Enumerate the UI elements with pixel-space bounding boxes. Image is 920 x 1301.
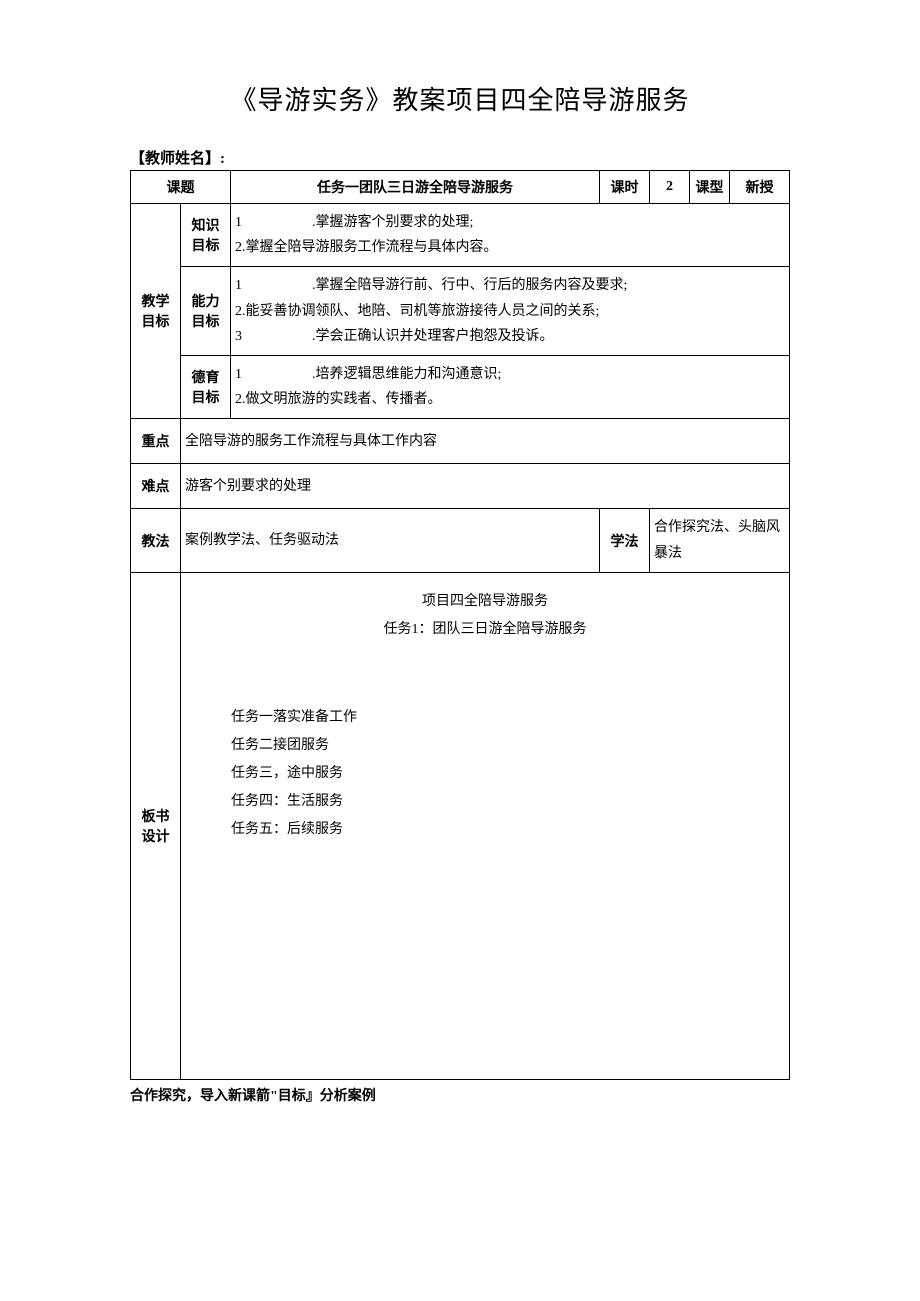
document-title: 《导游实务》教案项目四全陪导游服务 — [130, 80, 790, 117]
moral-goal-row: 德育目标 1 .培养逻辑思维能力和沟通意识; 2.做文明旅游的实践者、传播者。 — [131, 355, 790, 418]
board-task4: 任务四：生活服务 — [231, 788, 759, 816]
ability-line3-text: .学会正确认识并处理客户抱怨及投诉。 — [312, 329, 554, 344]
difficulty-value: 游客个别要求的处理 — [181, 464, 790, 509]
ability-line3-num: 3 — [235, 329, 242, 344]
ability-goal-label: 能力目标 — [181, 267, 231, 356]
board-task5: 任务五：后续服务 — [231, 816, 759, 844]
teaching-goals-label: 教学目标 — [131, 204, 181, 419]
topic-value: 任务一团队三日游全陪导游服务 — [231, 171, 600, 204]
learn-method-label: 学法 — [600, 509, 650, 572]
ability-line1-num: 1 — [235, 278, 242, 293]
ability-line1-text: .掌握全陪导游行前、行中、行后的服务内容及要求; — [312, 278, 627, 293]
board-task2: 任务二接团服务 — [231, 732, 759, 760]
type-value: 新授 — [730, 171, 790, 204]
ability-line2: 2.能妥善协调领队、地陪、司机等旅游接待人员之间的关系; — [235, 304, 599, 319]
board-design-label: 板书设计 — [131, 572, 181, 1079]
knowledge-goal-content: 1 .掌握游客个别要求的处理; 2.掌握全陪导游服务工作流程与具体内容。 — [231, 204, 790, 267]
key-point-label: 重点 — [131, 419, 181, 464]
learn-method-value: 合作探究法、头脑风暴法 — [650, 509, 790, 572]
knowledge-line1-num: 1 — [235, 215, 242, 230]
knowledge-line1-text: .掌握游客个别要求的处理; — [312, 215, 473, 230]
board-task3: 任务三，途中服务 — [231, 760, 759, 788]
moral-goal-content: 1 .培养逻辑思维能力和沟通意识; 2.做文明旅游的实践者、传播者。 — [231, 355, 790, 418]
moral-goal-label: 德育目标 — [181, 355, 231, 418]
board-design-row: 板书设计 项目四全陪导游服务 任务1：团队三日游全陪导游服务 任务一落实准备工作… — [131, 572, 790, 1079]
hours-label: 课时 — [600, 171, 650, 204]
moral-line2: 2.做文明旅游的实践者、传播者。 — [235, 392, 442, 407]
footer-text: 合作探究，导入新课箭"目标』分析案例 — [130, 1085, 790, 1105]
lesson-plan-table: 课题 任务一团队三日游全陪导游服务 课时 2 课型 新授 教学目标 知识目标 1… — [130, 170, 790, 1080]
knowledge-goal-label: 知识目标 — [181, 204, 231, 267]
type-label: 课型 — [690, 171, 730, 204]
difficulty-label: 难点 — [131, 464, 181, 509]
teach-method-value: 案例教学法、任务驱动法 — [181, 509, 600, 572]
board-design-content: 项目四全陪导游服务 任务1：团队三日游全陪导游服务 任务一落实准备工作 任务二接… — [181, 572, 790, 1079]
ability-goal-content: 1 .掌握全陪导游行前、行中、行后的服务内容及要求; 2.能妥善协调领队、地陪、司… — [231, 267, 790, 356]
moral-line1-text: .培养逻辑思维能力和沟通意识; — [312, 367, 501, 382]
board-task1: 任务一落实准备工作 — [231, 704, 759, 732]
knowledge-goal-row: 教学目标 知识目标 1.掌握游客个别要求的处理; 2.掌握全陪导游服务工作流程与… — [131, 204, 790, 267]
difficulty-row: 难点 游客个别要求的处理 — [131, 464, 790, 509]
knowledge-line2: 2.掌握全陪导游服务工作流程与具体内容。 — [235, 240, 498, 255]
ability-goal-row: 能力目标 1 .掌握全陪导游行前、行中、行后的服务内容及要求; 2.能妥善协调领队… — [131, 267, 790, 356]
key-point-value: 全陪导游的服务工作流程与具体工作内容 — [181, 419, 790, 464]
teach-method-label: 教法 — [131, 509, 181, 572]
moral-line1-num: 1 — [235, 367, 242, 382]
methods-row: 教法 案例教学法、任务驱动法 学法 合作探究法、头脑风暴法 — [131, 509, 790, 572]
header-row: 课题 任务一团队三日游全陪导游服务 课时 2 课型 新授 — [131, 171, 790, 204]
hours-value: 2 — [650, 171, 690, 204]
board-header1: 项目四全陪导游服务 — [211, 588, 759, 616]
key-point-row: 重点 全陪导游的服务工作流程与具体工作内容 — [131, 419, 790, 464]
board-header2: 任务1：团队三日游全陪导游服务 — [211, 616, 759, 644]
topic-label: 课题 — [131, 171, 231, 204]
teacher-name-label: 【教师姓名】: — [130, 147, 790, 168]
